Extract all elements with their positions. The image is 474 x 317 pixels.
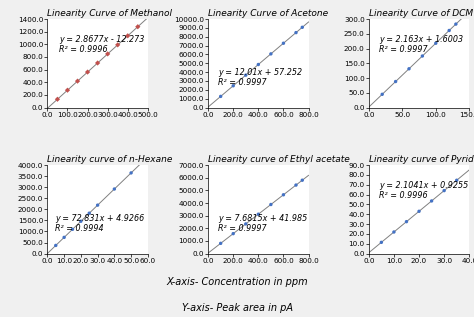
Point [390, 230, 398, 235]
Point [267, 202, 274, 207]
Text: y = 2.8677x - 12.273: y = 2.8677x - 12.273 [59, 35, 145, 44]
Point [94, 61, 101, 66]
Point [64, 87, 71, 93]
Text: R² = 0.9997: R² = 0.9997 [218, 224, 267, 233]
Text: R² = 0.9996: R² = 0.9996 [59, 45, 108, 55]
Point [446, 28, 453, 33]
Text: y = 12.01x + 57.252: y = 12.01x + 57.252 [218, 68, 302, 77]
Text: Linearity Curve of Methanol: Linearity Curve of Methanol [47, 9, 173, 18]
Text: Y-axis- Peak area in pA: Y-axis- Peak area in pA [182, 303, 292, 313]
Text: Linearity curve of Ethyl acetate: Linearity curve of Ethyl acetate [208, 155, 350, 164]
Text: R² = 0.9996: R² = 0.9996 [379, 191, 428, 200]
Point [52, 243, 60, 248]
Point [280, 192, 287, 197]
Point [267, 51, 274, 56]
Text: R² = 0.9997: R² = 0.9997 [218, 78, 267, 87]
Point [110, 186, 118, 191]
Point [104, 51, 111, 56]
Text: Linearity Curve of Acetone: Linearity Curve of Acetone [208, 9, 328, 18]
Point [452, 22, 460, 27]
Point [77, 219, 85, 224]
Text: Linearity curve of Pyridine: Linearity curve of Pyridine [369, 155, 474, 164]
Point [378, 92, 386, 97]
Point [255, 212, 262, 217]
Point [217, 94, 225, 99]
Text: y = 72.831x + 4.9266: y = 72.831x + 4.9266 [55, 214, 145, 223]
Point [217, 241, 225, 246]
Point [114, 42, 121, 47]
Point [292, 183, 300, 188]
Point [134, 24, 142, 29]
Point [94, 203, 101, 208]
Point [299, 25, 306, 30]
Point [84, 69, 91, 74]
Point [255, 62, 262, 67]
Point [74, 79, 82, 84]
Point [60, 235, 68, 240]
Text: y = 2.1041x + 0.9255: y = 2.1041x + 0.9255 [379, 181, 468, 190]
Point [54, 97, 61, 102]
Point [292, 30, 300, 35]
Text: y = 2.163x + 1.6003: y = 2.163x + 1.6003 [379, 35, 463, 44]
Point [299, 178, 306, 183]
Text: Linearity Curve of DCM: Linearity Curve of DCM [369, 9, 473, 18]
Point [392, 79, 400, 84]
Point [432, 41, 439, 46]
Point [229, 231, 237, 236]
Point [242, 73, 250, 78]
Point [453, 178, 461, 183]
Point [69, 227, 76, 232]
Text: X-axis- Concentration in ppm: X-axis- Concentration in ppm [166, 277, 308, 287]
Point [419, 54, 426, 59]
Point [280, 41, 287, 46]
Point [229, 83, 237, 88]
Point [428, 198, 436, 204]
Point [440, 188, 448, 193]
Text: R² = 0.9997: R² = 0.9997 [379, 45, 428, 55]
Point [403, 219, 410, 224]
Point [242, 221, 250, 226]
Point [85, 211, 93, 216]
Point [415, 209, 423, 214]
Point [124, 33, 132, 38]
Text: y = 7.6815x + 41.985: y = 7.6815x + 41.985 [218, 214, 308, 223]
Text: R² = 0.9994: R² = 0.9994 [55, 224, 104, 233]
Point [128, 170, 135, 175]
Point [378, 240, 385, 245]
Point [405, 66, 413, 71]
Text: Linearity curve of n-Hexane: Linearity curve of n-Hexane [47, 155, 173, 164]
